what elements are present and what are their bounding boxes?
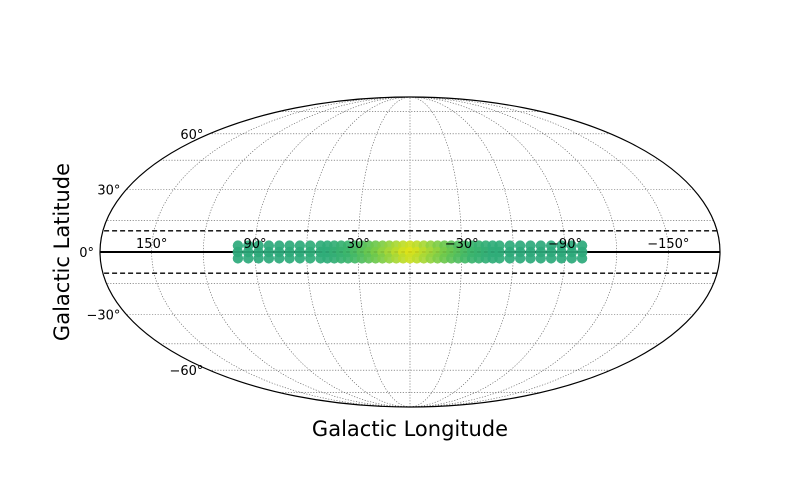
data-point	[535, 253, 546, 264]
latitude-tick-label: 0°	[79, 246, 94, 261]
data-point	[556, 253, 567, 264]
data-point	[232, 253, 244, 264]
longitude-tick-label: 150°	[136, 237, 167, 252]
data-point	[504, 253, 515, 264]
tick-labels: 150° 90° 30° −30° −90° −150° 60° 30° 0° −30° −60°	[79, 128, 689, 379]
data-point	[545, 253, 557, 264]
longitude-tick-label: 30°	[347, 237, 370, 252]
data-point	[253, 253, 264, 264]
data-point	[514, 253, 526, 264]
data-point	[305, 253, 316, 264]
longitude-tick-label: −90°	[548, 237, 582, 252]
data-point	[525, 253, 536, 264]
data-point	[576, 253, 588, 264]
data-point	[566, 253, 577, 264]
data-point	[274, 253, 285, 264]
graticule	[106, 96, 714, 408]
data-point	[494, 253, 505, 264]
longitude-tick-label: 90°	[243, 237, 266, 252]
data-point	[284, 253, 295, 264]
longitude-tick-label: −30°	[445, 237, 479, 252]
data-point	[263, 253, 275, 264]
data-point	[243, 253, 254, 264]
latitude-tick-label: 60°	[180, 128, 203, 143]
latitude-tick-label: 30°	[97, 183, 120, 198]
x-axis-label: Galactic Longitude	[312, 417, 508, 441]
map-outline	[99, 96, 721, 408]
longitude-tick-label: −150°	[647, 237, 689, 252]
latitude-tick-label: −60°	[169, 364, 203, 379]
data-point	[294, 253, 306, 264]
meridian-line	[409, 96, 617, 408]
y-axis-label: Galactic Latitude	[50, 163, 74, 341]
scatter-points	[232, 240, 588, 264]
latitude-tick-label: −30°	[86, 309, 120, 324]
